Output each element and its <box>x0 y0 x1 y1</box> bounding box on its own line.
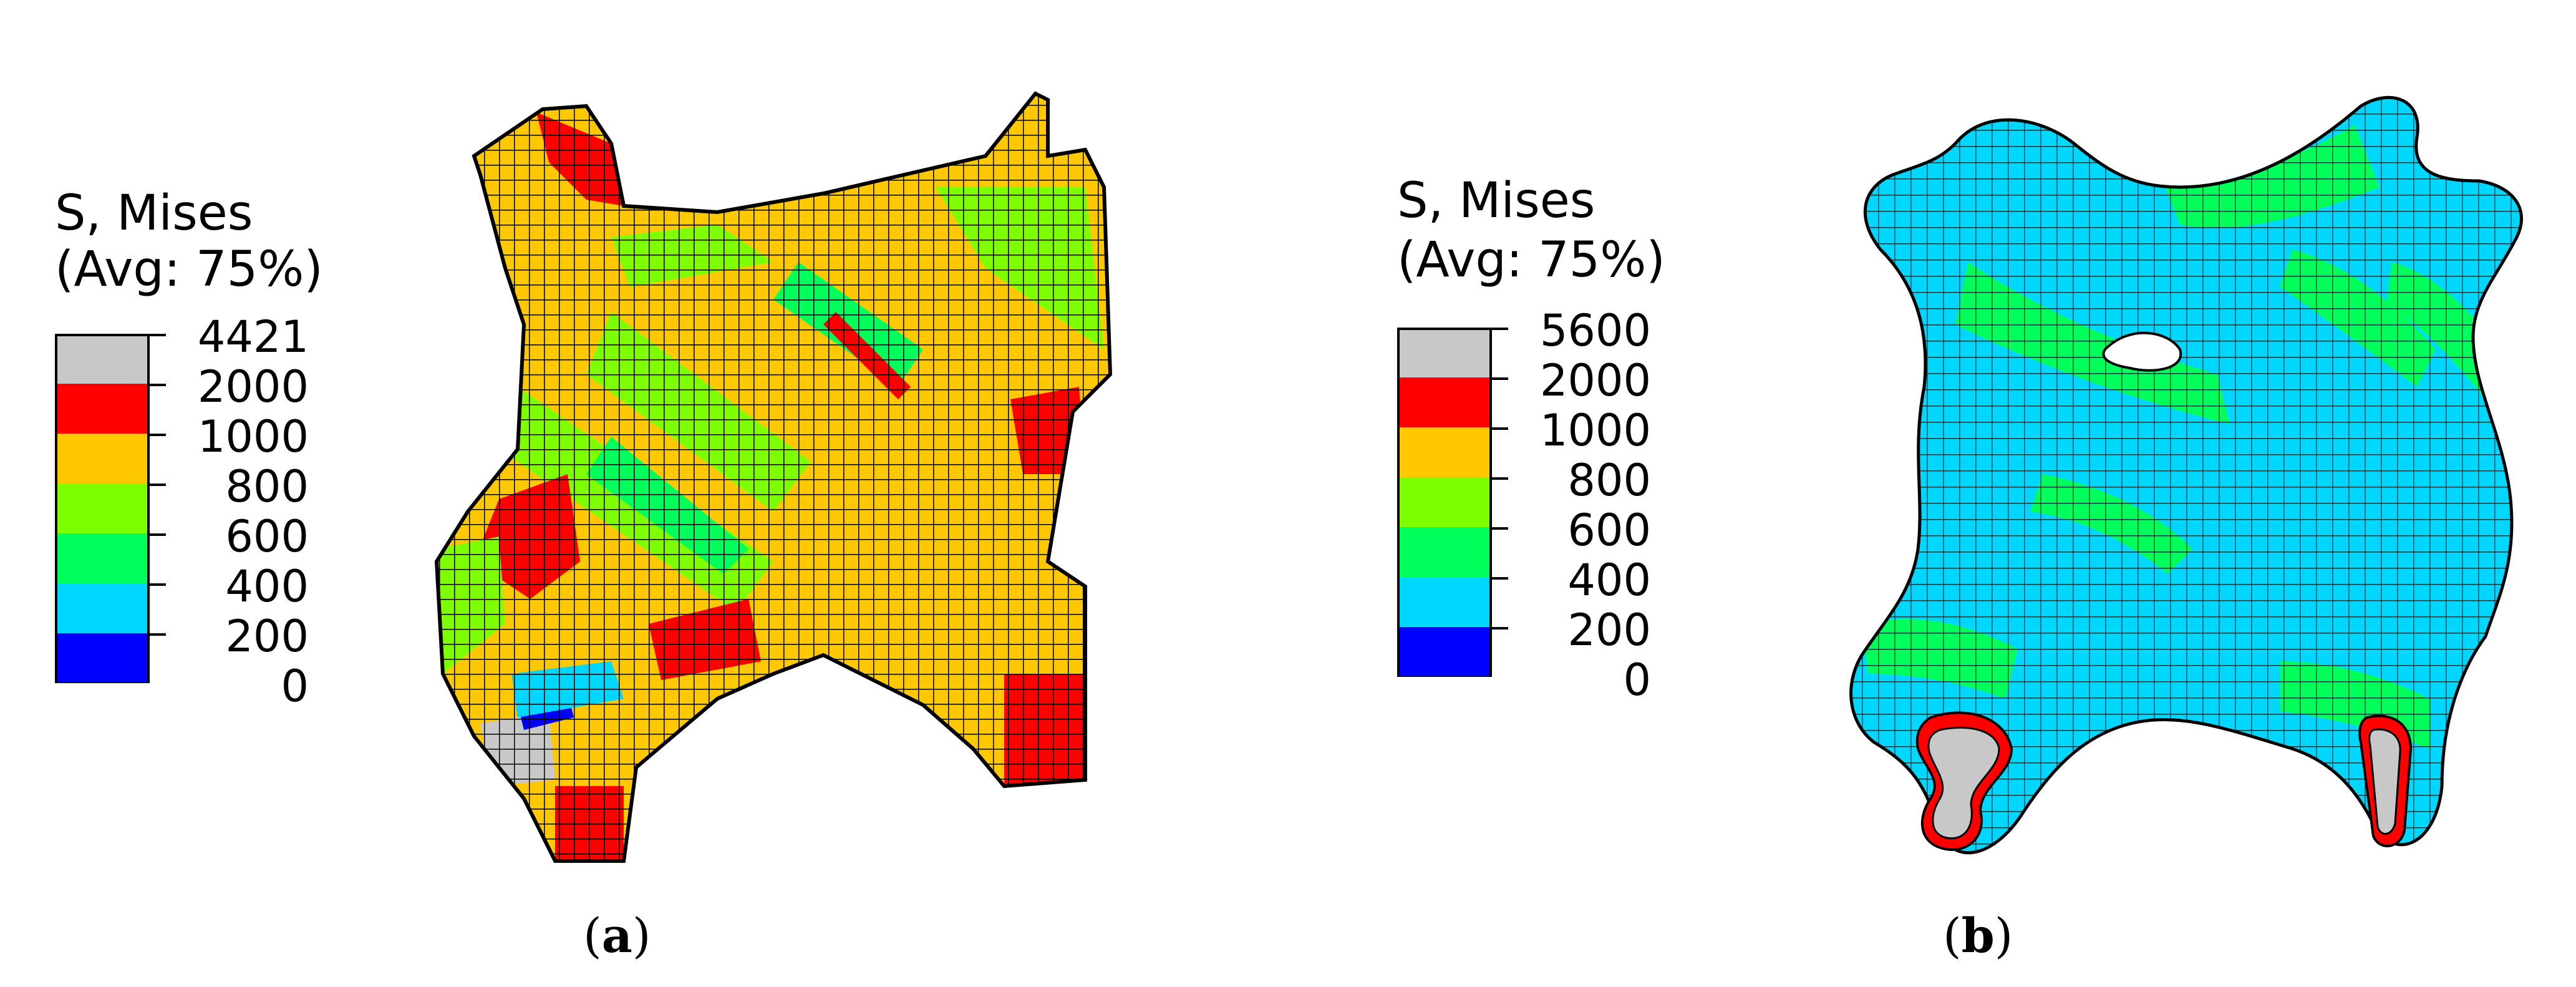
legend-tick: 2000 <box>1539 355 1651 406</box>
legend-tick: 600 <box>225 511 309 562</box>
contour-regions <box>437 94 1110 861</box>
legend-title-line1: S, Mises <box>1397 173 1595 229</box>
legend-color-swatch <box>1397 427 1491 477</box>
legend-color-swatch <box>1397 627 1491 677</box>
legend-tick: 0 <box>281 661 309 712</box>
voxel-lattice-stress-model <box>434 91 1113 863</box>
legend-tick: 0 <box>1623 654 1651 706</box>
legend-color-swatch <box>55 334 148 384</box>
legend-title-line2: (Avg: 75%) <box>55 241 323 298</box>
legend-color-swatch <box>55 484 148 533</box>
legend-title-line2: (Avg: 75%) <box>1397 232 1665 288</box>
legend-color-swatch <box>1397 477 1491 527</box>
legend-border <box>1397 328 1492 677</box>
color-legend-bar <box>55 334 166 683</box>
legend-tick: 200 <box>1567 605 1651 656</box>
legend-tick: 2000 <box>197 361 309 412</box>
legend-tick: 600 <box>1567 505 1651 556</box>
panel-b: S, Mises (Avg: 75%) 5600 2000 1000 800 6… <box>1288 0 2576 987</box>
legend-color-swatch <box>55 533 148 583</box>
legend-color-swatch <box>1397 577 1491 627</box>
legend-border <box>55 334 150 683</box>
legend-color-swatch <box>1397 377 1491 427</box>
legend-tick: 800 <box>225 461 309 512</box>
legend-tick: 400 <box>1567 555 1651 606</box>
legend-tick: 5600 <box>1539 305 1651 356</box>
legend-tick: 400 <box>225 561 309 612</box>
panel-a: S, Mises (Avg: 75%) 4421 2000 1000 800 6… <box>55 91 1113 963</box>
legend-tick: 200 <box>225 611 309 662</box>
legend-color-swatch <box>55 434 148 484</box>
contour-regions <box>1851 97 2522 853</box>
legend-color-swatch <box>1397 527 1491 577</box>
smooth-lattice-stress-model <box>1849 95 2523 855</box>
legend-tick: 4421 <box>197 311 309 362</box>
legend-tick: 800 <box>1567 455 1651 506</box>
subfigure-caption: (b) <box>1943 908 2013 963</box>
legend-color-swatch <box>55 583 148 633</box>
legend-color-swatch <box>55 633 148 683</box>
legend-tick: 1000 <box>1539 405 1651 456</box>
legend-tick: 1000 <box>197 411 309 462</box>
subfigure-caption: (a) <box>583 908 651 963</box>
legend-color-swatch <box>55 384 148 434</box>
legend-color-swatch <box>1397 328 1491 377</box>
color-legend-bar <box>1397 328 1508 677</box>
legend-title-line1: S, Mises <box>55 185 253 241</box>
